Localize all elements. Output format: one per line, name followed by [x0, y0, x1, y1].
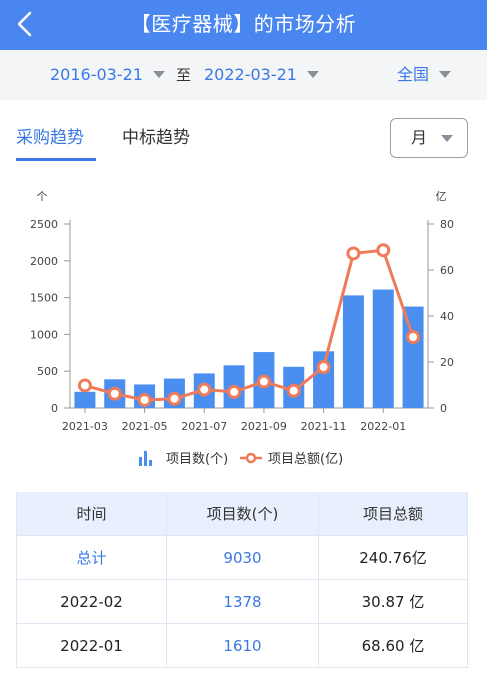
chevron-down-icon: [439, 71, 452, 78]
bar: [313, 351, 335, 408]
chart-legend: 项目数(个) 项目总额(亿): [0, 444, 487, 472]
cell-time: 2022-02: [16, 580, 166, 624]
left-axis-tick-label: 2000: [30, 255, 58, 268]
page-title: 【医疗器械】的市场分析: [130, 12, 357, 36]
x-axis-tick-label: 2021-09: [241, 420, 287, 433]
amount-point: [286, 383, 301, 398]
cell-amount: 68.60 亿: [318, 624, 468, 668]
trend-chart: 个 亿 0 500 1000 1500 2000 2500 0 20 40 60 80 2021-03 20…: [30, 190, 454, 433]
amount-point: [406, 329, 421, 344]
right-axis-tick-label: 40: [440, 310, 454, 323]
cell-count: 1610: [166, 624, 318, 668]
tab-bid-trend[interactable]: 中标趋势: [122, 128, 190, 148]
back-arrow-icon: [17, 11, 32, 37]
left-axis-tick-label: 1000: [30, 328, 58, 341]
right-axis-tick-label: 80: [440, 218, 454, 231]
line-marker-icon: [240, 452, 262, 464]
left-axis-tick-label: 2500: [30, 218, 58, 231]
amount-point: [107, 386, 122, 401]
header-count: 项目数(个): [166, 492, 318, 536]
bar: [342, 295, 364, 408]
x-axis-tick-label: 2021-05: [122, 420, 168, 433]
cell-count: 1378: [166, 580, 318, 624]
bar: [372, 289, 394, 408]
x-axis-tick-label: 2021-11: [301, 420, 347, 433]
period-select[interactable]: 月: [390, 118, 468, 158]
data-table: 时间 项目数(个) 项目总额 总计 9030 240.76亿 2022-02 1…: [16, 492, 468, 668]
table-row[interactable]: 2022-02 1378 30.87 亿: [16, 580, 468, 624]
left-axis-tick-label: 500: [37, 365, 58, 378]
end-date-picker[interactable]: 2022-03-21: [204, 50, 319, 100]
region-value: 全国: [397, 65, 430, 84]
amount-point: [167, 391, 182, 406]
start-date-value: 2016-03-21: [50, 65, 143, 84]
end-date-value: 2022-03-21: [204, 65, 297, 84]
bar: [402, 306, 424, 408]
app-header: 【医疗器械】的市场分析: [0, 0, 487, 50]
table-row-total[interactable]: 总计 9030 240.76亿: [16, 536, 468, 580]
filter-bar: 2016-03-21 至 2022-03-21 全国: [0, 50, 487, 100]
amount-point: [227, 384, 242, 399]
legend-label-count: 项目数(个): [166, 452, 229, 467]
header-amount: 项目总额: [318, 492, 468, 536]
amount-point: [137, 392, 152, 407]
start-date-picker[interactable]: 2016-03-21: [50, 50, 165, 100]
amount-point: [197, 382, 212, 397]
x-axis-tick-label: 2021-07: [181, 420, 227, 433]
legend-label-amount: 项目总额(亿): [268, 452, 344, 467]
table-header-row: 时间 项目数(个) 项目总额: [16, 492, 468, 536]
x-axis-tick-label: 2021-03: [62, 420, 108, 433]
tab-purchase-trend[interactable]: 采购趋势: [16, 128, 84, 148]
amount-point: [77, 378, 92, 393]
region-select[interactable]: 全国: [397, 50, 452, 100]
cell-amount: 240.76亿: [318, 536, 468, 580]
left-axis-tick-label: 1500: [30, 292, 58, 305]
x-axis-tick-label: 2022-01: [360, 420, 406, 433]
amount-point: [376, 243, 391, 258]
cell-time: 总计: [16, 536, 166, 580]
cell-count: 9030: [166, 536, 318, 580]
right-axis-unit: 亿: [436, 190, 447, 203]
bar: [74, 391, 96, 408]
period-value: 月: [411, 128, 428, 147]
table-row[interactable]: 2022-01 1610 68.60 亿: [16, 624, 468, 668]
amount-point: [346, 246, 361, 261]
left-axis-unit: 个: [37, 190, 48, 203]
chevron-down-icon: [152, 71, 165, 78]
amount-point: [256, 374, 271, 389]
amount-point: [316, 360, 331, 375]
right-axis-tick-label: 20: [440, 356, 454, 369]
back-button[interactable]: [8, 6, 44, 42]
header-time: 时间: [16, 492, 166, 536]
bar-chart-icon: [139, 451, 152, 466]
chevron-down-icon: [441, 135, 453, 142]
cell-amount: 30.87 亿: [318, 580, 468, 624]
active-tab-indicator: [16, 158, 96, 161]
right-axis-tick-label: 0: [440, 402, 447, 415]
right-axis-tick-label: 60: [440, 264, 454, 277]
chevron-down-icon: [306, 71, 319, 78]
cell-time: 2022-01: [16, 624, 166, 668]
date-range-separator: 至: [176, 66, 192, 84]
left-axis-tick-label: 0: [51, 402, 58, 415]
